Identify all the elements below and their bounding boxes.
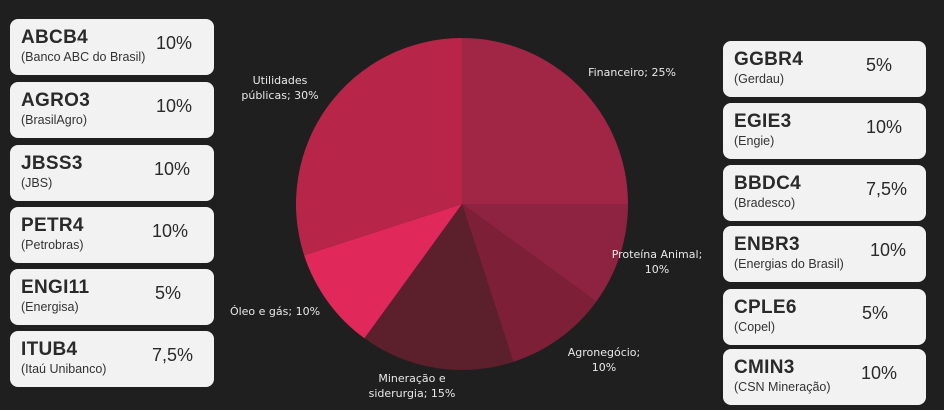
holding-weight: 10%	[154, 159, 191, 179]
holding-ticker: ENBR3	[734, 234, 800, 255]
pie-slice	[462, 204, 628, 302]
holding-weight: 10%	[156, 33, 193, 53]
holding-card: PETR4 (Petrobras) 10%	[10, 207, 214, 263]
holding-company-name: (Itaú Unibanco)	[21, 362, 107, 376]
holding-card: ABCB4 (Banco ABC do Brasil) 10%	[10, 19, 214, 75]
pie-slice	[462, 38, 628, 204]
holding-company-name: (JBS)	[21, 176, 53, 190]
holding-ticker: AGRO3	[21, 90, 91, 111]
holding-ticker: CPLE6	[734, 297, 797, 318]
holding-ticker: ABCB4	[21, 27, 88, 48]
holding-weight: 10%	[861, 363, 898, 383]
holding-ticker: CMIN3	[734, 357, 795, 378]
holding-company-name: (Banco ABC do Brasil)	[21, 50, 146, 64]
holding-weight: 10%	[156, 96, 193, 116]
pie-slice	[304, 204, 462, 339]
holding-card: GGBR4 (Gerdau) 5%	[723, 41, 926, 97]
holding-ticker: PETR4	[21, 215, 84, 236]
holding-weight: 10%	[866, 117, 903, 137]
holding-weight: 5%	[862, 303, 889, 323]
holding-weight: 7,5%	[152, 345, 194, 365]
holding-company-name: (CSN Mineração)	[734, 380, 831, 394]
holding-company-name: (Energisa)	[21, 300, 79, 314]
slice-label: Utilidades públicas; 30%	[241, 74, 318, 102]
holding-company-name: (Bradesco)	[734, 196, 796, 210]
holding-ticker: ITUB4	[21, 339, 78, 360]
slice-label: Financeiro; 25%	[588, 66, 676, 79]
slice-label: Proteína Animal; 10%	[612, 248, 703, 276]
holding-company-name: (Gerdau)	[734, 72, 785, 86]
holding-card: JBSS3 (JBS) 10%	[10, 145, 214, 201]
holding-company-name: (BrasilAgro)	[21, 113, 87, 127]
holding-card: CMIN3 (CSN Mineração) 10%	[723, 349, 926, 405]
holding-weight: 7,5%	[866, 179, 908, 199]
holding-company-name: (Engie)	[734, 134, 775, 148]
holding-card: CPLE6 (Copel) 5%	[723, 289, 926, 345]
holding-card: ENBR3 (Energias do Brasil) 10%	[723, 226, 926, 282]
slice-label: Agronegócio; 10%	[568, 346, 641, 374]
holding-ticker: BBDC4	[734, 173, 801, 194]
pie-slice	[462, 204, 597, 362]
holding-card: AGRO3 (BrasilAgro) 10%	[10, 82, 214, 138]
holding-weight: 5%	[155, 283, 182, 303]
slice-label: Mineração e siderurgia; 15%	[369, 372, 456, 400]
holding-card: ENGI11 (Energisa) 5%	[10, 269, 214, 325]
holding-card: ITUB4 (Itaú Unibanco) 7,5%	[10, 331, 214, 387]
holding-card: EGIE3 (Engie) 10%	[723, 103, 926, 159]
holding-weight: 5%	[866, 55, 893, 75]
holding-weight: 10%	[152, 221, 189, 241]
pie-slice	[295, 37, 462, 256]
pie-slice	[364, 204, 514, 371]
holding-ticker: GGBR4	[734, 49, 804, 70]
holding-ticker: JBSS3	[21, 153, 83, 174]
holding-weight: 10%	[870, 240, 907, 260]
holding-ticker: ENGI11	[21, 277, 90, 298]
slice-label: Óleo e gás; 10%	[230, 305, 320, 318]
holding-company-name: (Energias do Brasil)	[734, 257, 844, 271]
holding-company-name: (Copel)	[734, 320, 775, 334]
holding-card: BBDC4 (Bradesco) 7,5%	[723, 165, 926, 221]
holding-ticker: EGIE3	[734, 111, 792, 132]
holding-company-name: (Petrobras)	[21, 238, 84, 252]
